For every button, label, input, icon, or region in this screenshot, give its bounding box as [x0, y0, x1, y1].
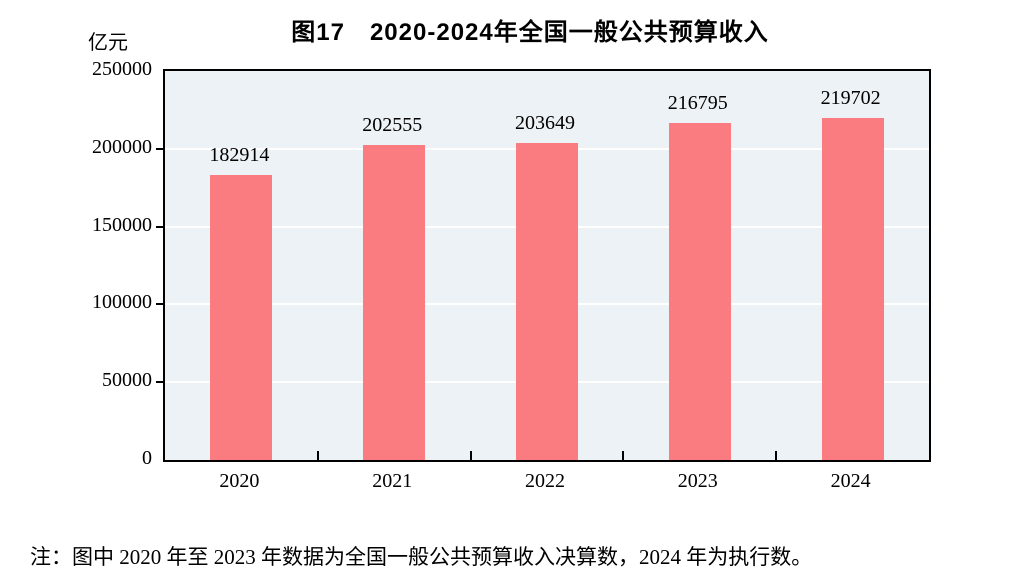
- y-axis-unit-label: 亿元: [88, 32, 128, 54]
- x-axis-boundary-tick: [622, 451, 625, 460]
- chart-footnote: 注：图中 2020 年至 2023 年数据为全国一般公共预算收入决算数，2024…: [30, 545, 813, 569]
- y-axis-tick-label: 100000: [92, 291, 152, 314]
- plot-area: [156, 69, 931, 462]
- bar-2022: [516, 143, 578, 460]
- x-axis-boundary-tick: [316, 451, 319, 460]
- bar-2023: [668, 122, 731, 460]
- x-axis-tick-label: 2020: [219, 470, 260, 492]
- y-axis-tick: [156, 225, 163, 228]
- bar-value-label: 216795: [667, 91, 728, 114]
- x-axis-boundary-tick: [469, 451, 472, 460]
- y-axis-tick-label: 150000: [92, 213, 152, 236]
- x-axis-boundary-tick: [775, 451, 778, 460]
- y-axis-tick-label: 0: [142, 447, 152, 469]
- y-axis-tick-label: 200000: [92, 135, 152, 158]
- x-axis-tick-label: 2022: [525, 470, 565, 492]
- x-axis-tick-label: 2023: [677, 470, 718, 492]
- x-axis-tick-label: 2024: [830, 470, 871, 492]
- bar-value-label: 203649: [515, 112, 575, 135]
- y-axis-tick-label: 50000: [102, 369, 152, 392]
- bar-2020: [210, 175, 273, 460]
- chart-title: 图17 2020-2024年全国一般公共预算收入: [291, 19, 769, 46]
- bar-2021: [363, 144, 426, 460]
- bar-value-label: 202555: [362, 113, 423, 136]
- y-axis-tick-label: 250000: [92, 58, 152, 80]
- y-axis-tick: [156, 303, 163, 306]
- bar-2024: [821, 118, 884, 460]
- bar-value-label: 219702: [820, 87, 881, 110]
- y-axis-tick: [156, 147, 163, 150]
- y-axis-tick: [156, 381, 163, 384]
- x-axis-tick-label: 2021: [372, 470, 413, 492]
- bar-value-label: 182914: [209, 144, 270, 167]
